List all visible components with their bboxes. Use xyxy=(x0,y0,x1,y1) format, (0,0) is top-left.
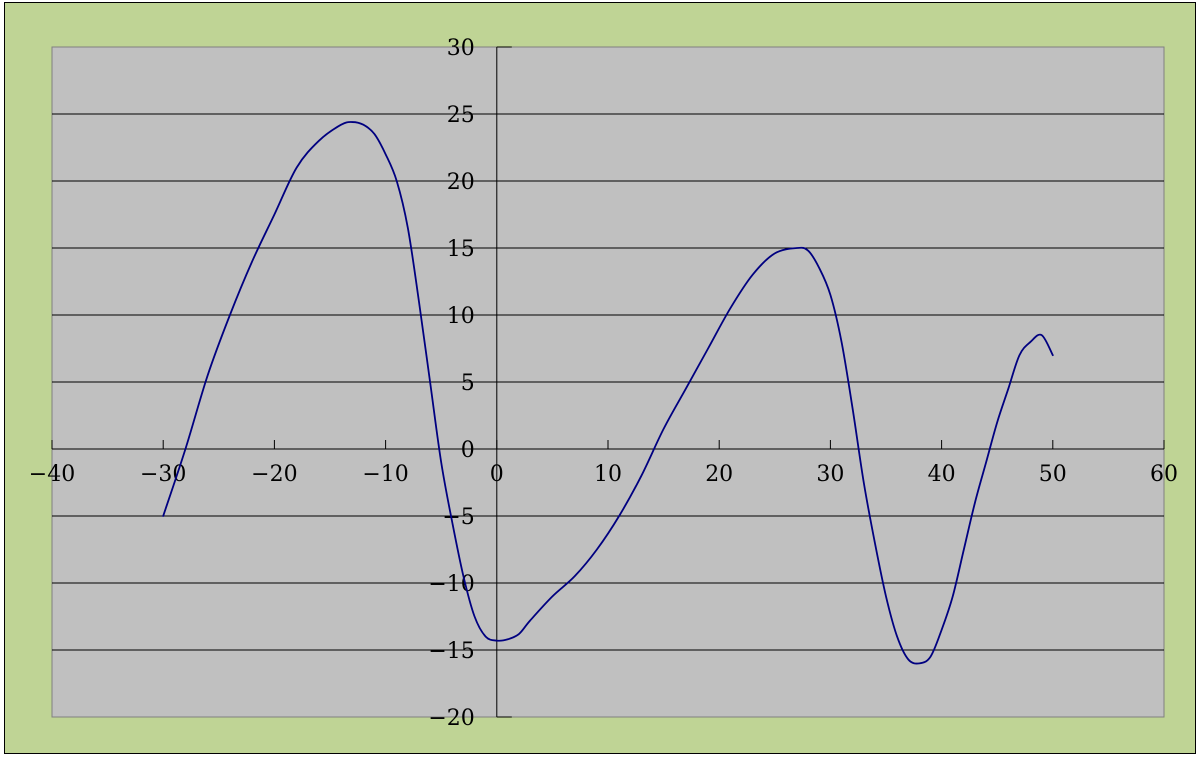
y-tick-label-6: 10 xyxy=(447,304,475,329)
y-tick-label-8: 20 xyxy=(447,170,475,195)
x-tick-label-3: −10 xyxy=(362,462,408,487)
x-tick-label-9: 50 xyxy=(1039,462,1067,487)
x-tick-label-2: −20 xyxy=(251,462,297,487)
x-tick-label-7: 30 xyxy=(816,462,844,487)
x-tick-label-1: −30 xyxy=(140,462,186,487)
y-tick-label-5: 5 xyxy=(461,371,475,396)
series-group xyxy=(162,121,1054,665)
y-tick-label-9: 25 xyxy=(447,103,475,128)
y-tick-label-7: 15 xyxy=(447,237,475,262)
y-tick-label-0: −20 xyxy=(428,706,474,731)
x-axis-ticks: −40 −30 −20 −10 0 10 20 30 40 50 60 xyxy=(29,440,1178,487)
line-chart: −40 −30 −20 −10 0 10 20 30 40 50 60 −20 −15 −10 −5 0 5 1… xyxy=(29,36,1178,731)
x-tick-label-0: −40 xyxy=(29,462,75,487)
series-line-0 xyxy=(162,121,1054,665)
y-tick-label-3: −5 xyxy=(442,505,474,530)
y-tick-label-10: 30 xyxy=(447,36,475,61)
x-tick-label-5: 10 xyxy=(594,462,622,487)
x-tick-label-10: 60 xyxy=(1150,462,1178,487)
chart-frame: −40 −30 −20 −10 0 10 20 30 40 50 60 −20 −15 −10 −5 0 5 1… xyxy=(4,2,1196,754)
y-tick-label-1: −15 xyxy=(428,639,474,664)
gridlines xyxy=(52,113,1164,651)
x-tick-label-4: 0 xyxy=(490,462,504,487)
x-tick-label-6: 20 xyxy=(705,462,733,487)
y-tick-label-4: 0 xyxy=(461,438,475,463)
x-tick-label-8: 40 xyxy=(928,462,956,487)
